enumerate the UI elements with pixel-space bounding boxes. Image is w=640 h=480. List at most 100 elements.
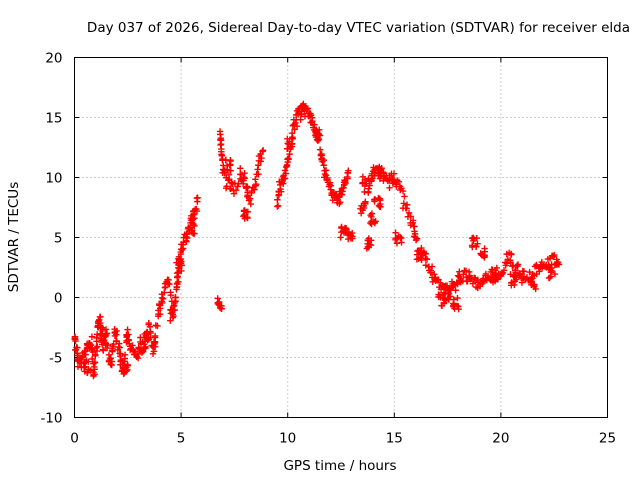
data-point xyxy=(258,154,265,162)
data-point xyxy=(465,268,473,276)
data-point xyxy=(218,302,225,310)
data-point xyxy=(376,175,384,182)
data-point xyxy=(507,250,515,258)
data-point xyxy=(274,202,282,210)
data-point xyxy=(107,361,114,368)
data-point xyxy=(523,274,531,281)
data-point xyxy=(536,268,543,275)
data-point xyxy=(307,110,314,117)
y-tick-label: 15 xyxy=(45,111,62,127)
data-point xyxy=(252,182,259,189)
data-point xyxy=(428,263,436,270)
data-point xyxy=(104,341,111,349)
data-point xyxy=(255,171,262,178)
data-point xyxy=(82,351,89,358)
data-point xyxy=(102,333,109,340)
data-point xyxy=(299,102,307,109)
data-point xyxy=(498,270,506,278)
data-point xyxy=(320,162,327,169)
data-point xyxy=(240,174,247,181)
data-point xyxy=(344,175,351,182)
data-point xyxy=(100,347,107,354)
data-point xyxy=(134,350,142,358)
data-point xyxy=(288,143,296,150)
data-point xyxy=(251,186,258,193)
data-point xyxy=(403,201,411,208)
data-point xyxy=(248,189,255,197)
data-point xyxy=(156,311,164,318)
data-point xyxy=(555,261,563,268)
data-point xyxy=(239,212,247,220)
y-tick-label: 0 xyxy=(54,291,63,307)
data-point xyxy=(492,266,499,274)
data-point xyxy=(473,234,480,242)
data-point xyxy=(312,131,319,139)
data-point xyxy=(446,286,453,294)
data-point xyxy=(469,242,476,249)
data-point xyxy=(532,285,539,293)
data-point xyxy=(417,250,424,258)
data-point xyxy=(73,344,81,352)
data-point xyxy=(159,295,167,303)
data-point xyxy=(275,192,282,199)
data-point xyxy=(423,256,431,263)
data-point xyxy=(244,208,252,215)
data-point xyxy=(438,302,446,310)
y-tick-label: 10 xyxy=(45,171,62,187)
data-point xyxy=(167,291,174,299)
data-point xyxy=(402,205,410,212)
data-point xyxy=(151,334,159,341)
data-point xyxy=(96,316,103,323)
data-point xyxy=(450,296,457,303)
data-point xyxy=(368,220,375,228)
data-point xyxy=(345,228,353,236)
data-point xyxy=(224,166,231,173)
data-point xyxy=(179,245,187,252)
data-point xyxy=(450,282,457,290)
data-point xyxy=(338,224,345,232)
data-point xyxy=(129,342,136,349)
data-point xyxy=(254,166,261,173)
data-point xyxy=(247,200,254,208)
data-point xyxy=(166,281,173,288)
data-point xyxy=(142,343,149,351)
data-point xyxy=(508,279,515,287)
data-point xyxy=(339,188,346,195)
data-point xyxy=(227,157,234,165)
data-point xyxy=(551,251,558,259)
data-point xyxy=(399,187,407,195)
data-point xyxy=(87,341,95,349)
data-point xyxy=(546,274,553,282)
data-point xyxy=(281,167,289,174)
data-point xyxy=(162,283,169,291)
data-point xyxy=(366,241,373,248)
data-point xyxy=(405,209,413,217)
data-point xyxy=(89,355,96,363)
data-point xyxy=(321,170,329,178)
data-point xyxy=(283,162,291,170)
data-point xyxy=(454,302,461,310)
data-point xyxy=(326,181,333,188)
data-point xyxy=(452,287,459,294)
data-point xyxy=(98,330,106,338)
data-point xyxy=(121,358,128,365)
data-point xyxy=(214,300,222,308)
data-point xyxy=(137,334,144,341)
data-point xyxy=(297,116,304,123)
data-point xyxy=(492,274,500,281)
data-point xyxy=(514,263,521,270)
data-point xyxy=(386,184,393,191)
data-point xyxy=(547,273,555,280)
data-point xyxy=(188,219,196,226)
data-point xyxy=(274,196,281,203)
data-point xyxy=(507,271,514,278)
data-point xyxy=(102,326,110,333)
data-point xyxy=(418,256,425,264)
data-point xyxy=(454,272,462,279)
data-point xyxy=(214,295,221,302)
y-tick-label: -5 xyxy=(49,351,62,367)
data-point xyxy=(435,291,442,298)
data-point xyxy=(124,326,131,333)
data-point xyxy=(361,176,369,183)
data-point xyxy=(154,322,161,330)
